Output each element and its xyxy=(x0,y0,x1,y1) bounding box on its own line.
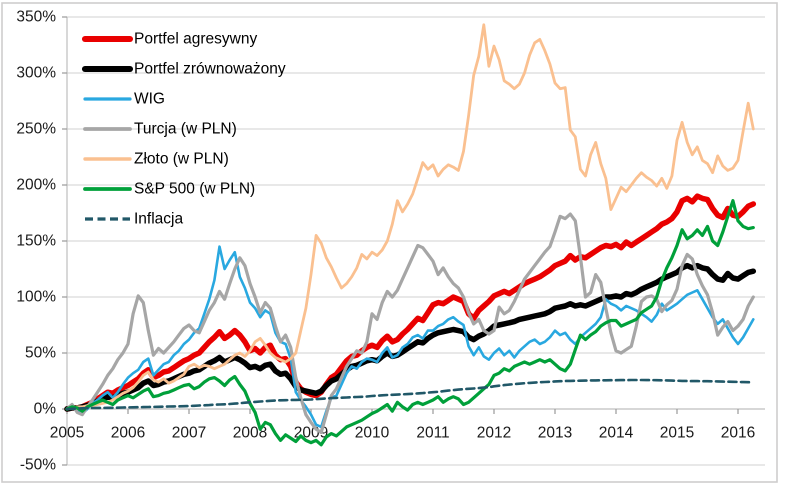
x-axis-label: 2013 xyxy=(538,425,572,442)
series-line-6 xyxy=(65,199,755,447)
legend: Portfel agresywny Portfel zrównoważony WIG… xyxy=(81,31,286,228)
series-line-5 xyxy=(65,23,755,411)
x-axis-label: 2015 xyxy=(660,425,694,442)
legend-label: Złoto (w PLN) xyxy=(134,151,229,168)
y-axis-label: 150% xyxy=(16,233,56,250)
legend-item-6: S&P 500 (w PLN) xyxy=(83,181,255,198)
x-axis-label: 2005 xyxy=(50,425,84,442)
series-line-7 xyxy=(65,378,755,411)
legend-item-1: Portfel agresywny xyxy=(81,31,257,48)
series-lines xyxy=(64,23,757,447)
legend-label: Inflacja xyxy=(134,211,183,228)
y-axis-label: 350% xyxy=(16,9,56,26)
x-axis-label: 2012 xyxy=(477,425,511,442)
x-axis-label: 2014 xyxy=(599,425,634,442)
legend-item-3: WIG xyxy=(83,91,165,108)
x-axis-label: 2010 xyxy=(355,425,390,442)
legend-item-5: Złoto (w PLN) xyxy=(83,151,229,168)
legend-label: Portfel zrównoważony xyxy=(134,61,286,78)
y-axis-labels: 350% 300% 250% 200% 150% 100% 50% 0% -50% xyxy=(16,9,56,474)
legend-label: Turcja (w PLN) xyxy=(134,121,237,138)
legend-label: WIG xyxy=(134,91,165,108)
x-axis-label: 2016 xyxy=(721,425,755,442)
x-axis-label: 2007 xyxy=(172,425,206,442)
legend-item-7: Inflacja xyxy=(85,211,183,228)
series-line-1 xyxy=(64,193,757,412)
y-axis-label: 50% xyxy=(25,345,56,362)
y-axis-label: 100% xyxy=(16,289,56,306)
y-axis-label: 200% xyxy=(16,177,56,194)
x-axis-label: 2011 xyxy=(416,425,449,442)
chart-border xyxy=(1,2,778,483)
legend-label: S&P 500 (w PLN) xyxy=(134,181,255,198)
x-axis-label: 2006 xyxy=(111,425,145,442)
legend-item-2: Portfel zrównoważony xyxy=(81,61,286,78)
y-axis-label: 0% xyxy=(34,401,57,418)
y-axis-label: -50% xyxy=(20,457,56,474)
legend-item-4: Turcja (w PLN) xyxy=(83,121,237,138)
legend-label: Portfel agresywny xyxy=(134,31,257,48)
y-axis-label: 250% xyxy=(16,121,56,138)
y-axis-label: 300% xyxy=(16,65,56,82)
